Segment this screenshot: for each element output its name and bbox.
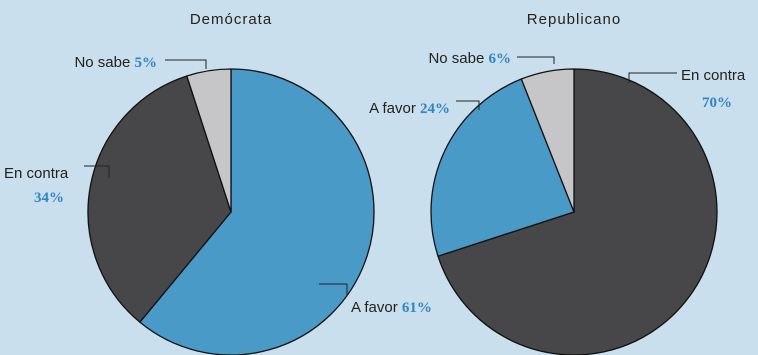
label-dem-a-favor: A favor 61% <box>351 299 432 316</box>
pie-slice-dem-a-favor <box>139 68 375 355</box>
leader-line-rep-en-contra <box>628 72 677 83</box>
pie-republicano <box>430 68 718 355</box>
pie-title-republicano: Republicano <box>527 11 621 28</box>
label-dem-en-contra: En contra <box>4 165 69 182</box>
pie-slice-dem-no-sabe <box>186 68 232 213</box>
pie-slice-rep-en-contra <box>437 68 718 355</box>
leader-line-dem-a-favor <box>319 283 348 296</box>
pie-slice-dem-en-contra <box>87 75 232 323</box>
label-dem-no-sabe: No sabe 5% <box>74 54 157 71</box>
leader-line-rep-a-favor <box>456 100 480 110</box>
pie-slice-rep-no-sabe <box>520 68 575 213</box>
pie-democrata <box>87 68 375 355</box>
leader-line-dem-en-contra <box>84 165 110 178</box>
value-dem-en-contra: 34% <box>34 190 64 206</box>
label-rep-no-sabe: No sabe 6% <box>428 50 511 67</box>
label-rep-en-contra: En contra <box>681 67 746 84</box>
leader-line-rep-no-sabe <box>517 56 555 64</box>
pie-title-democrata: Demócrata <box>190 11 272 28</box>
label-rep-a-favor: A favor 24% <box>369 100 450 117</box>
leader-line-dem-no-sabe <box>165 59 207 69</box>
value-rep-en-contra: 70% <box>702 95 732 111</box>
